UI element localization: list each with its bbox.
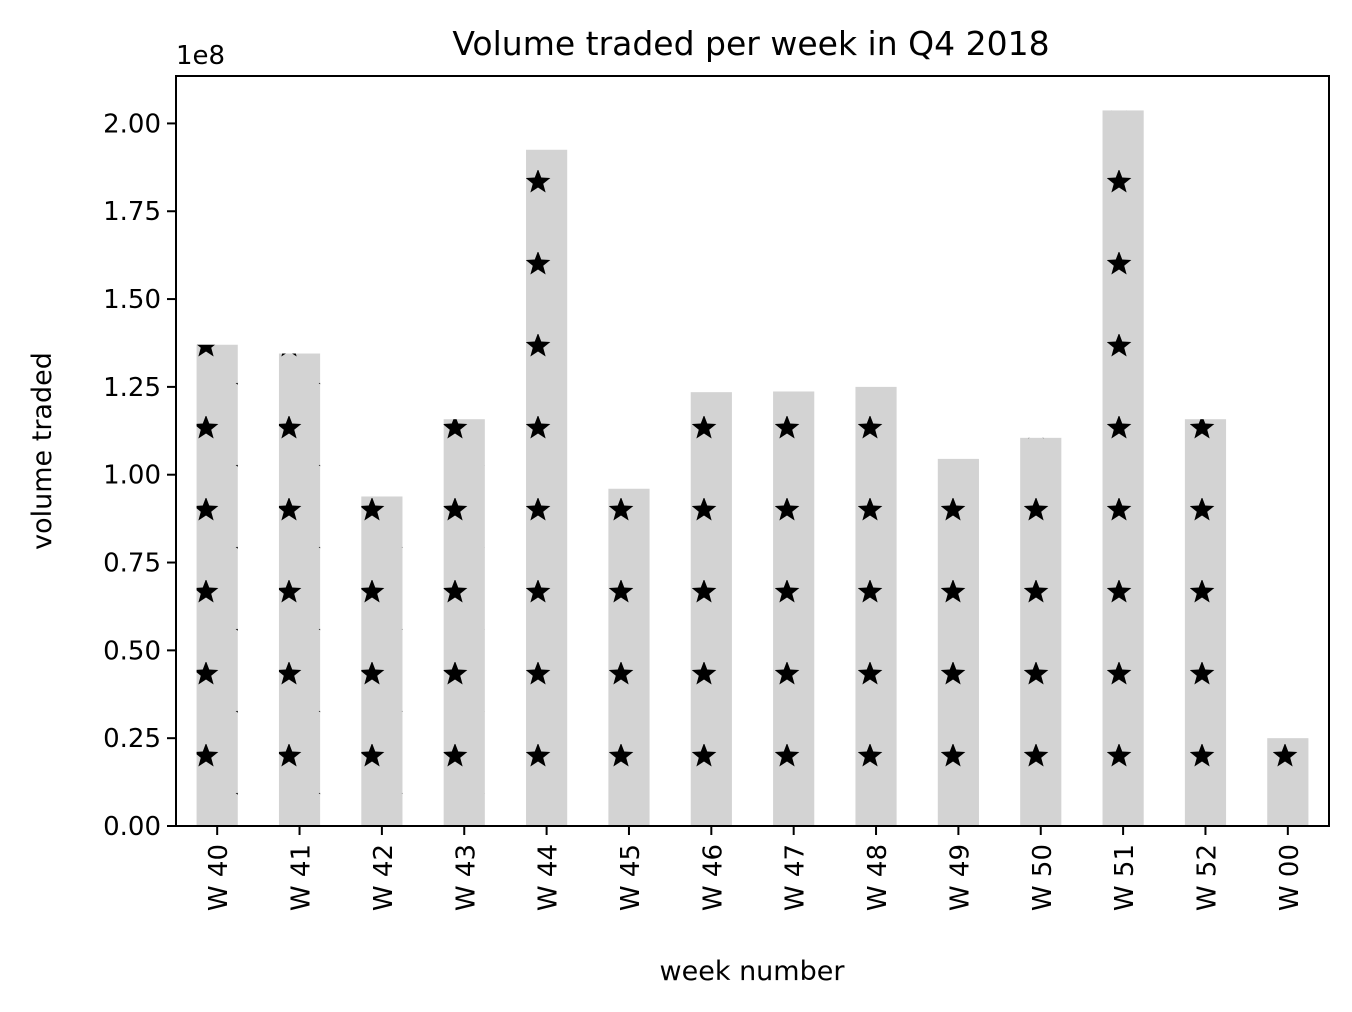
- x-tick-label: W 46: [698, 844, 728, 911]
- bar-hatch: [855, 386, 897, 826]
- x-tick-label: W 47: [781, 844, 811, 911]
- x-tick-label: W 49: [945, 844, 975, 911]
- chart-title: Volume traded per week in Q4 2018: [452, 24, 1049, 63]
- y-tick-label: 0.75: [103, 549, 161, 579]
- x-tick-label: W 50: [1028, 844, 1058, 911]
- y-tick-label: 1.50: [103, 285, 161, 315]
- bar-hatch: [773, 391, 815, 826]
- x-tick-label: W 00: [1275, 844, 1305, 911]
- x-tick-label: W 45: [616, 844, 646, 911]
- bar-hatch: [443, 419, 485, 826]
- bar-hatch: [937, 458, 979, 826]
- x-axis-title: week number: [660, 956, 846, 987]
- bar-hatch: [361, 496, 403, 826]
- y-tick-label: 1.25: [103, 373, 161, 403]
- x-tick-label: W 44: [534, 844, 564, 911]
- bar-hatch: [1102, 110, 1144, 827]
- bar-hatch: [196, 344, 238, 826]
- x-tick-label: W 51: [1110, 844, 1140, 911]
- bar-hatch: [608, 488, 650, 826]
- y-tick-label: 1.00: [103, 461, 161, 491]
- x-tick-label: W 48: [863, 844, 893, 911]
- plot-frame: [175, 75, 1330, 827]
- bar-hatch: [1184, 419, 1227, 826]
- y-axis-title: volume traded: [27, 352, 58, 550]
- y-tick-label: 1.75: [103, 197, 161, 227]
- y-tick-label: 2.00: [103, 109, 161, 139]
- y-tick-label: 0.25: [103, 724, 161, 754]
- y-tick-label: 0.00: [103, 812, 161, 842]
- bar-hatch: [526, 149, 568, 826]
- bar-hatch: [1020, 437, 1062, 826]
- bars: [196, 110, 1309, 827]
- x-tick-label: W 52: [1192, 844, 1222, 911]
- y-offset-label: 1e8: [176, 41, 225, 71]
- y-tick-label: 0.50: [103, 636, 161, 666]
- x-tick-label: W 40: [204, 844, 234, 911]
- bar-hatch: [1267, 738, 1309, 826]
- x-tick-label: W 43: [451, 844, 481, 911]
- x-tick-label: W 41: [287, 844, 317, 911]
- x-axis: W 40 W 41 W 42 W 43 W 44 W 45 W 46 W 47 W 48 W 49…: [204, 826, 1305, 911]
- bar-hatch: [278, 353, 321, 826]
- bar-hatch: [690, 392, 732, 826]
- x-tick-label: W 42: [369, 844, 399, 911]
- y-axis: 0.00 0.25 0.50 0.75 1.00 1.25 1.50 1.75 2.00: [103, 109, 176, 842]
